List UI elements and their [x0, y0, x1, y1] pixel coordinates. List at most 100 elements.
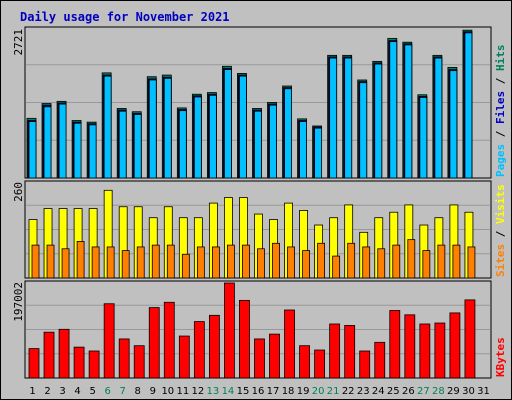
bar-pages-day-7 — [118, 110, 127, 179]
x-tick-day-16: 16 — [252, 386, 265, 397]
bar-sites-day-3 — [61, 248, 70, 279]
bar-sites-day-19 — [302, 250, 310, 279]
bar-pages-day-18 — [284, 88, 292, 179]
bar-sites-day-24 — [377, 248, 386, 279]
bar-pages-day-23 — [359, 82, 368, 179]
bar-sites-day-2 — [46, 244, 55, 279]
x-tick-day-10: 10 — [161, 386, 174, 397]
bar-kbytes-day-21 — [329, 323, 341, 379]
bar-sites-day-17 — [272, 242, 280, 279]
x-tick-day-3: 3 — [59, 386, 65, 397]
x-tick-day-6: 6 — [104, 386, 110, 397]
x-tick-day-20: 20 — [312, 386, 325, 397]
bar-kbytes-day-5 — [88, 350, 100, 379]
x-tick-day-14: 14 — [222, 386, 235, 397]
bar-sites-day-13 — [211, 246, 220, 279]
legend-sites: Sites — [494, 244, 507, 277]
bar-pages-day-2 — [43, 106, 52, 179]
legend-visits: Visits — [494, 184, 507, 224]
bar-pages-day-19 — [299, 121, 307, 179]
bar-kbytes-day-12 — [193, 321, 205, 379]
x-tick-day-1: 1 — [29, 386, 35, 397]
x-tick-day-7: 7 — [120, 386, 126, 397]
bar-pages-day-15 — [239, 75, 247, 179]
bar-sites-day-28 — [437, 244, 446, 279]
bar-pages-day-9 — [148, 79, 157, 179]
x-tick-day-27: 27 — [417, 386, 430, 397]
bar-sites-day-4 — [76, 241, 85, 279]
bar-kbytes-day-3 — [58, 328, 70, 379]
bar-pages-day-26 — [404, 44, 413, 179]
bar-pages-day-21 — [329, 57, 338, 179]
bar-pages-day-11 — [178, 110, 187, 179]
bar-sites-day-6 — [106, 246, 115, 279]
bar-kbytes-day-24 — [374, 341, 386, 379]
bar-pages-day-14 — [224, 69, 232, 179]
bar-kbytes-day-14 — [224, 282, 235, 379]
bottom-panel-max-label: 197002 — [12, 282, 25, 322]
legend-pages: Pages — [494, 144, 507, 177]
bar-kbytes-day-28 — [434, 322, 446, 379]
bar-pages-day-10 — [163, 77, 172, 179]
x-tick-day-29: 29 — [447, 386, 460, 397]
x-tick-day-31: 31 — [477, 386, 490, 397]
middle-panel-legend: Sites / Visits — [494, 184, 507, 277]
bar-pages-day-22 — [344, 57, 353, 179]
bar-pages-day-5 — [88, 124, 97, 179]
bar-kbytes-day-10 — [163, 301, 175, 379]
x-tick-day-9: 9 — [150, 386, 156, 397]
bar-sites-day-5 — [91, 246, 100, 279]
bar-kbytes-day-27 — [419, 323, 431, 379]
x-tick-day-4: 4 — [74, 386, 80, 397]
x-tick-day-26: 26 — [402, 386, 415, 397]
x-tick-day-5: 5 — [89, 386, 95, 397]
top-panel-legend: Pages / Files / Hits — [494, 45, 507, 178]
bar-sites-day-18 — [287, 246, 295, 279]
bar-pages-day-25 — [389, 41, 398, 179]
bar-pages-day-29 — [449, 70, 458, 179]
x-tick-day-21: 21 — [327, 386, 340, 397]
bar-kbytes-day-22 — [344, 325, 356, 379]
bar-sites-day-25 — [392, 244, 401, 279]
bar-kbytes-day-15 — [239, 299, 250, 379]
bar-sites-day-20 — [317, 242, 326, 279]
bar-sites-day-10 — [166, 244, 175, 279]
middle-panel-max-label: 260 — [12, 182, 25, 202]
x-tick-day-17: 17 — [267, 386, 280, 397]
bar-kbytes-day-6 — [103, 303, 115, 379]
bar-pages-day-13 — [208, 94, 217, 179]
x-tick-day-8: 8 — [135, 386, 141, 397]
bar-sites-day-12 — [196, 246, 205, 279]
bar-sites-day-29 — [452, 244, 461, 279]
x-tick-day-25: 25 — [387, 386, 400, 397]
bar-sites-day-15 — [242, 244, 250, 279]
bar-kbytes-day-20 — [314, 349, 326, 379]
legend-hits: Hits — [494, 45, 507, 72]
bar-kbytes-day-7 — [118, 338, 130, 379]
bar-sites-day-21 — [332, 255, 341, 279]
bar-pages-day-28 — [434, 57, 443, 179]
bar-kbytes-day-4 — [73, 346, 85, 379]
x-tick-day-22: 22 — [342, 386, 355, 397]
bar-pages-day-17 — [269, 104, 277, 179]
bar-kbytes-day-23 — [359, 350, 371, 379]
bar-kbytes-day-9 — [148, 307, 160, 379]
bar-kbytes-day-19 — [299, 345, 310, 379]
bar-kbytes-day-8 — [133, 345, 145, 379]
bar-sites-day-30 — [467, 246, 476, 279]
bar-pages-day-6 — [103, 75, 112, 179]
x-tick-day-24: 24 — [372, 386, 385, 397]
x-tick-day-19: 19 — [297, 386, 310, 397]
bar-pages-day-1 — [28, 121, 37, 179]
x-tick-day-28: 28 — [432, 386, 445, 397]
bar-pages-day-3 — [58, 103, 67, 179]
bar-kbytes-day-16 — [254, 338, 265, 379]
bar-kbytes-day-11 — [178, 335, 190, 379]
bar-sites-day-14 — [227, 244, 235, 279]
legend-files: Files — [494, 91, 507, 124]
bar-kbytes-day-1 — [28, 348, 40, 379]
bar-sites-day-27 — [422, 250, 431, 279]
x-tick-day-11: 11 — [176, 386, 189, 397]
